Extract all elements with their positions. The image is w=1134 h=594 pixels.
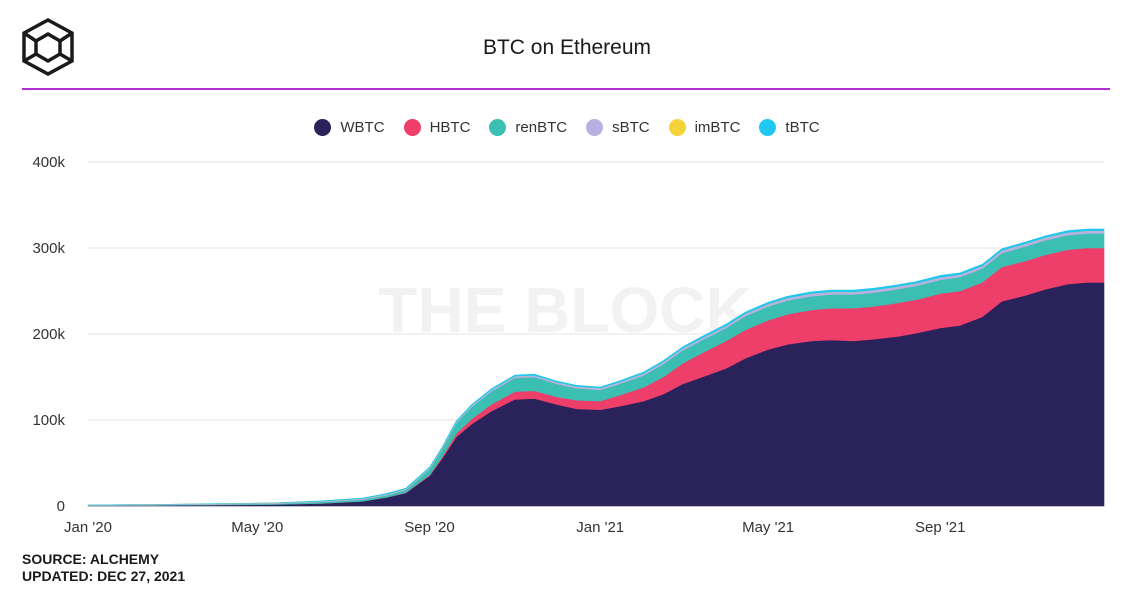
legend-label: tBTC bbox=[785, 119, 820, 136]
chart-title: BTC on Ethereum bbox=[482, 36, 652, 59]
x-tick-label: Jan '20 bbox=[64, 519, 112, 536]
legend-swatch bbox=[314, 119, 332, 136]
source-note: SOURCE: ALCHEMY bbox=[22, 551, 160, 567]
legend-swatch bbox=[668, 119, 686, 136]
chart-footer: SOURCE: ALCHEMY UPDATED: DEC 27, 2021 bbox=[22, 551, 185, 585]
y-tick-label: 400k bbox=[32, 154, 65, 171]
legend-swatch bbox=[403, 119, 421, 136]
legend-item-renbtc[interactable]: renBTC bbox=[489, 119, 567, 136]
x-tick-label: May '21 bbox=[742, 519, 794, 536]
legend-item-sbtc[interactable]: sBTC bbox=[586, 119, 650, 136]
watermark: THE BLOCK bbox=[378, 274, 751, 346]
legend-label: sBTC bbox=[612, 119, 650, 136]
header-divider bbox=[22, 88, 1110, 90]
updated-note: UPDATED: DEC 27, 2021 bbox=[22, 568, 186, 584]
legend-item-hbtc[interactable]: HBTC bbox=[403, 119, 471, 136]
legend-item-wbtc[interactable]: WBTC bbox=[314, 119, 385, 136]
the-block-logo-icon bbox=[22, 18, 74, 76]
x-tick-label: Sep '20 bbox=[404, 519, 454, 536]
legend-label: WBTC bbox=[340, 119, 385, 136]
area-tbtc bbox=[87, 228, 1105, 506]
y-tick-label: 300k bbox=[32, 240, 65, 257]
y-tick-label: 200k bbox=[32, 326, 65, 343]
x-tick-label: Jan '21 bbox=[576, 519, 624, 536]
legend-swatch bbox=[489, 119, 507, 136]
x-tick-label: May '20 bbox=[231, 519, 283, 536]
legend-label: imBTC bbox=[694, 119, 741, 136]
legend-label: renBTC bbox=[515, 119, 568, 136]
legend-label: HBTC bbox=[429, 119, 471, 136]
legend-item-tbtc[interactable]: tBTC bbox=[759, 119, 820, 136]
legend-item-imbtc[interactable]: imBTC bbox=[668, 119, 741, 136]
y-tick-label: 0 bbox=[57, 498, 65, 515]
chart-legend: WBTC HBTC renBTC sBTC imBTC tBTC bbox=[0, 119, 1134, 136]
x-tick-label: Sep '21 bbox=[915, 519, 965, 536]
legend-swatch bbox=[586, 119, 604, 136]
y-tick-label: 100k bbox=[32, 412, 65, 429]
legend-swatch bbox=[759, 119, 777, 136]
